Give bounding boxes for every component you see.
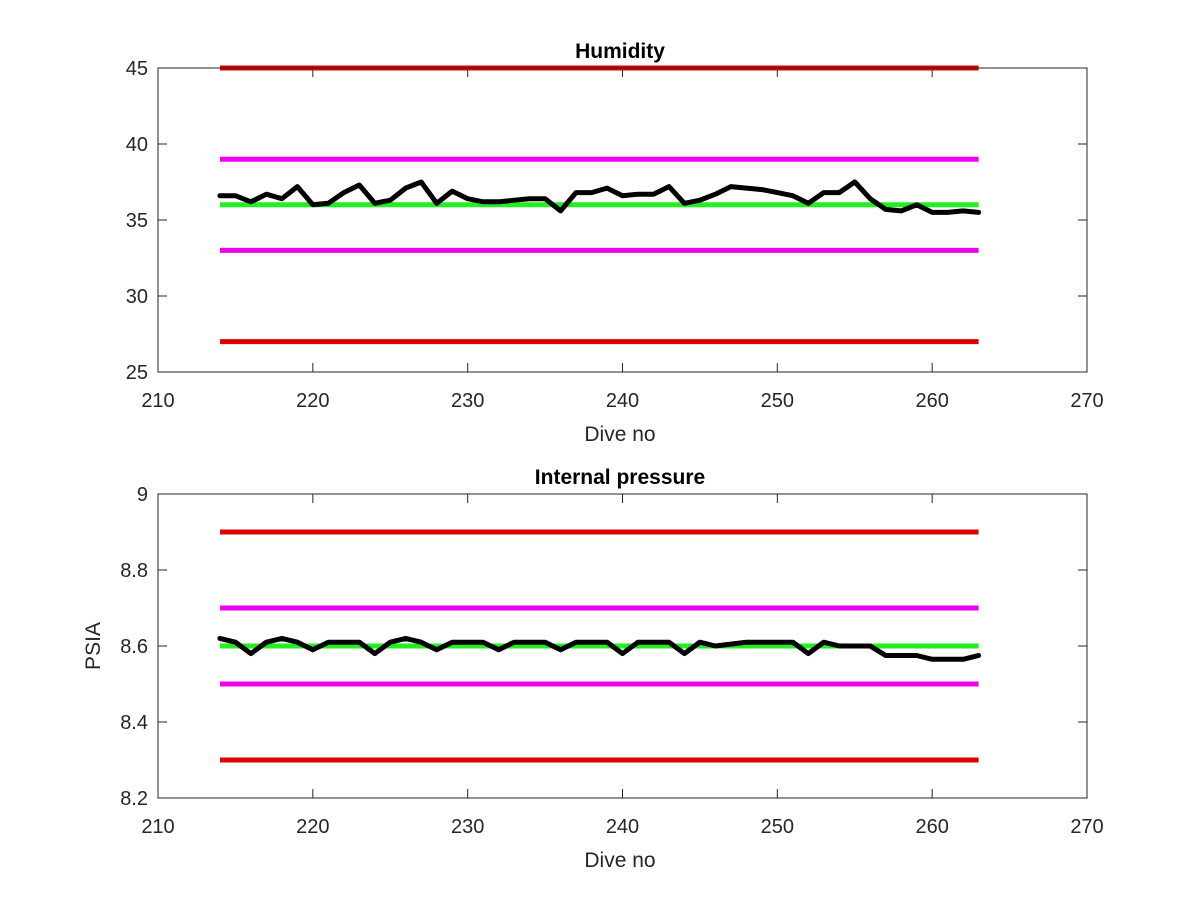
series-line: [217, 635, 982, 662]
x-tick-label: 260: [915, 816, 948, 838]
series-group: [217, 635, 982, 662]
x-tick-labels: 210 220 230 240 250 260 270: [141, 816, 1103, 838]
x-tick-label: 210: [141, 390, 174, 412]
x-tick-label: 240: [606, 390, 639, 412]
y-tick-label: 8.4: [120, 712, 148, 734]
y-tick-label: 8.8: [120, 560, 148, 582]
x-axis-label: Dive no: [584, 849, 655, 872]
x-tick-label: 220: [296, 390, 329, 412]
x-tick-label: 270: [1070, 816, 1103, 838]
x-tick-label: 250: [761, 816, 794, 838]
y-tick-label: 25: [126, 362, 148, 384]
x-tick-labels: 210 220 230 240 250 260 270: [141, 390, 1103, 412]
x-tick-label: 230: [451, 816, 484, 838]
x-tick-label: 270: [1070, 390, 1103, 412]
axes-box: [157, 493, 1088, 799]
x-axis-label: Dive no: [584, 423, 655, 446]
x-tick-label: 240: [606, 816, 639, 838]
series-group: [217, 179, 982, 215]
y-tick-label: 8.6: [120, 636, 148, 658]
axes-box: [157, 67, 1088, 373]
y-tick-label: 45: [126, 58, 148, 80]
internal-pressure-subplot: 210 220 230 240 250 260 270 8.2 8.4 8.6 8.8 9 Inte…: [82, 466, 1104, 872]
chart-title: Internal pressure: [535, 466, 705, 489]
y-tick-label: 8.2: [120, 788, 148, 810]
chart-title: Humidity: [575, 40, 665, 63]
x-tick-label: 230: [451, 390, 484, 412]
x-tick-label: 260: [915, 390, 948, 412]
y-axis-label: PSIA: [82, 622, 105, 670]
x-tick-label: 220: [296, 816, 329, 838]
humidity-subplot: 210 220 230 240 250 260 270 25 30 35 40 45 Humidit…: [126, 40, 1104, 446]
y-tick-labels: 25 30 35 40 45: [126, 58, 148, 384]
series-line: [217, 179, 982, 215]
y-tick-label: 40: [126, 134, 148, 156]
y-tick-label: 30: [126, 286, 148, 308]
y-tick-label: 9: [137, 484, 148, 506]
x-tick-label: 210: [141, 816, 174, 838]
y-tick-labels: 8.2 8.4 8.6 8.8 9: [120, 484, 148, 810]
x-tick-label: 250: [761, 390, 794, 412]
plot-area: [158, 68, 1087, 372]
y-tick-label: 35: [126, 210, 148, 232]
